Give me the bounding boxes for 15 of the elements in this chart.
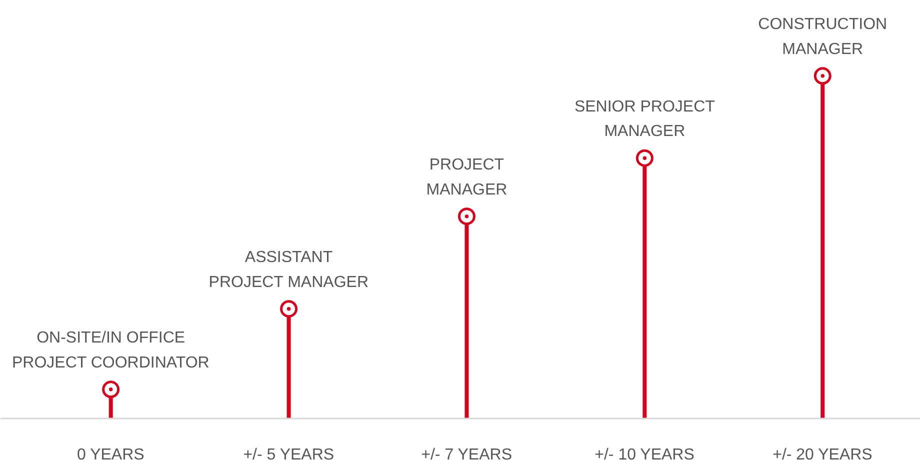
- x-tick-label: +/- 10 YEARS: [594, 446, 694, 464]
- point: [102, 380, 120, 398]
- annotation: PROJECT MANAGER: [426, 156, 508, 198]
- annotation: SENIOR PROJECT MANAGER: [574, 98, 716, 140]
- x-tick-label: 0 YEARS: [77, 446, 144, 464]
- point: [458, 208, 476, 226]
- annotation: CONSTRUCTION MANAGER: [758, 16, 888, 58]
- point: [280, 300, 298, 318]
- point: [636, 149, 654, 167]
- annotation: ASSISTANT PROJECT MANAGER: [208, 249, 369, 291]
- annotation: ON-SITE/IN OFFICE PROJECT COORDINATOR: [12, 330, 210, 372]
- x-tick-label: +/- 5 YEARS: [243, 446, 334, 464]
- point: [814, 67, 832, 85]
- x-tick-label: +/- 7 YEARS: [421, 446, 512, 464]
- x-tick-label: +/- 20 YEARS: [772, 446, 872, 464]
